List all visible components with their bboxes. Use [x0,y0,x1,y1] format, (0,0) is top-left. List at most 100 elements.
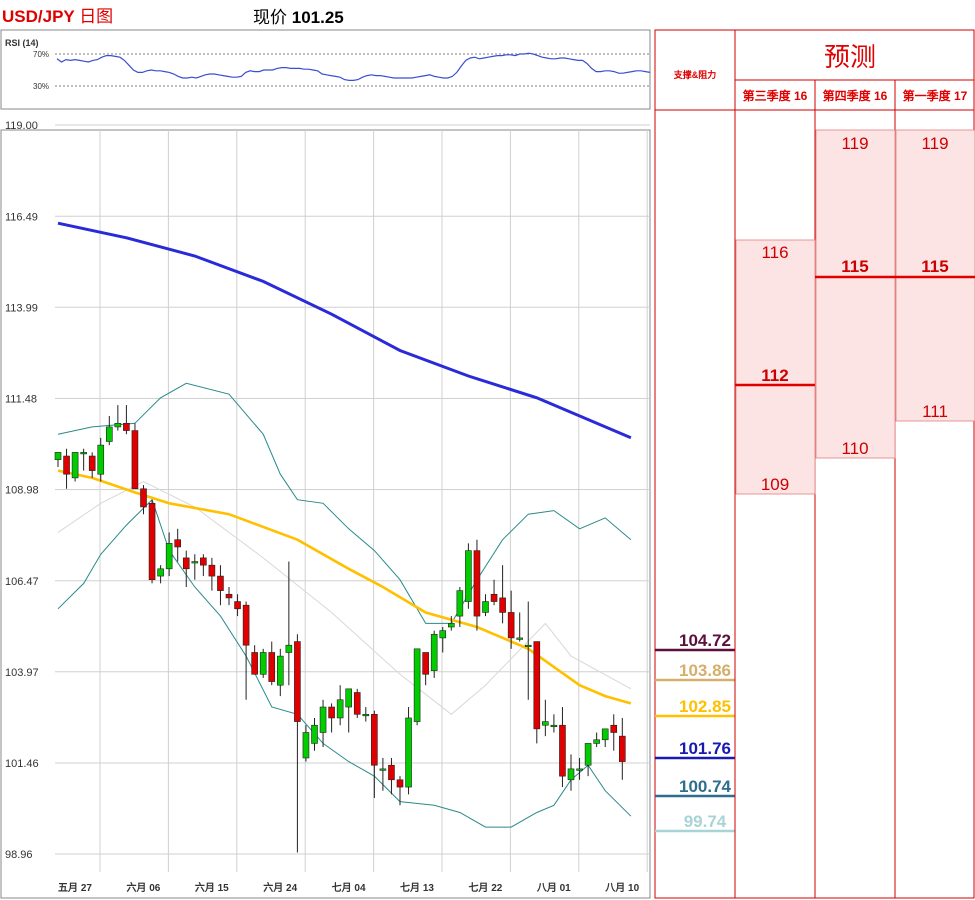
ma200-line [57,221,632,440]
y-tick-label: 113.99 [5,302,38,314]
forecast-low-value: 109 [761,475,789,494]
candle-body [576,768,583,771]
level-label: 99.74 [684,812,727,831]
y-tick-label: 103.97 [5,667,39,679]
candle-body [533,641,541,730]
candle-body [225,593,233,599]
candle [456,586,464,628]
candle-body [140,488,147,508]
candle-body [456,590,464,617]
forecast-high-value: 119 [921,134,948,153]
candle [157,565,164,584]
price-label: 现价 [253,8,287,27]
candle [54,452,62,467]
candle [413,648,421,726]
candle [71,452,79,482]
candle-body [328,706,335,719]
candle-body [217,575,224,591]
forecast-low-value: 110 [841,439,868,458]
candle-body [63,455,70,475]
candle-body [148,503,156,581]
candle-body [200,557,207,566]
candle-body [311,724,318,744]
candle-body [601,728,609,741]
level-label: 100.74 [679,777,732,796]
pair-label: USD/JPY [2,7,75,26]
candle-body [276,655,284,686]
candle [593,732,600,748]
chart-kind-label: 日图 [79,7,114,26]
candle-body [191,561,199,564]
candle-body [524,644,532,647]
candle-body [242,604,250,646]
candle [507,590,515,649]
candle-body [618,735,626,762]
candle [276,648,284,697]
candle-body [106,426,113,442]
candle [601,728,609,748]
candle [148,499,156,584]
candle-body [593,739,600,744]
candle [422,652,429,686]
candle-body [405,717,412,788]
candle [174,528,181,562]
candle [208,557,216,591]
rsi-level-70: 70% [33,50,49,59]
candle [576,757,583,780]
bollinger-upper-line [57,382,632,624]
candle [63,448,70,489]
candle [584,743,592,777]
candle [328,703,335,733]
forecast-title: 预测 [824,43,876,73]
candle-body [114,422,122,428]
candle-body [157,568,164,577]
candle-body [319,706,327,733]
forecast-column-header: 第一季度 17 [903,88,968,103]
candle [114,405,122,431]
candle-body [208,564,216,577]
support-resistance-label: 支撑&阻力 [673,69,717,80]
candle-body [490,593,498,602]
candle-body [268,652,276,682]
candle-body [302,732,310,759]
level-label: 101.76 [679,739,731,758]
candle [106,416,113,446]
candle-body [97,444,105,475]
forecast-range-box [895,129,975,422]
candle-body [413,648,421,722]
candle-body [610,724,618,733]
candle [447,616,455,631]
forecast-column-header: 第三季度 16 [743,88,808,103]
candle [234,594,241,617]
candle [362,707,370,722]
candle [131,423,139,490]
candle [499,565,506,624]
candle-body [174,539,181,548]
y-tick-label: 106.47 [5,576,39,588]
candle-body [345,688,353,708]
candle-body [559,724,566,777]
rsi-label: RSI (14) [5,38,39,48]
candle-body [439,630,447,639]
candle-body [123,422,130,431]
candle [610,714,618,751]
candle [140,485,147,515]
price-panel: 119.00 116.49 113.99 111.48 108.98 106.47 103.… [0,120,651,899]
forecast-high-value: 116 [761,243,788,262]
candle [542,699,549,737]
candle [165,532,173,577]
x-tick-label: 七月 13 [400,881,434,894]
x-tick-label: 八月 10 [604,882,639,894]
candle-body [259,652,267,675]
forecast-panel: 预测 第三季度 16 116 112 109 第四季度 16 119 115 110 第一季度 … [734,29,975,899]
y-tick-label: 98.96 [5,849,33,861]
rsi-level-30: 30% [33,82,49,91]
support-resistance-panel: 支撑&阻力 104.72 103.86 102.85 101.76 100.74 99.7… [654,29,736,899]
candle-body [182,557,190,570]
candle-body [499,597,506,613]
candle [465,543,472,609]
candle [319,699,327,748]
x-tick-label: 八月 01 [536,882,571,894]
y-tick-label: 119.00 [5,120,38,132]
candle [88,452,96,478]
